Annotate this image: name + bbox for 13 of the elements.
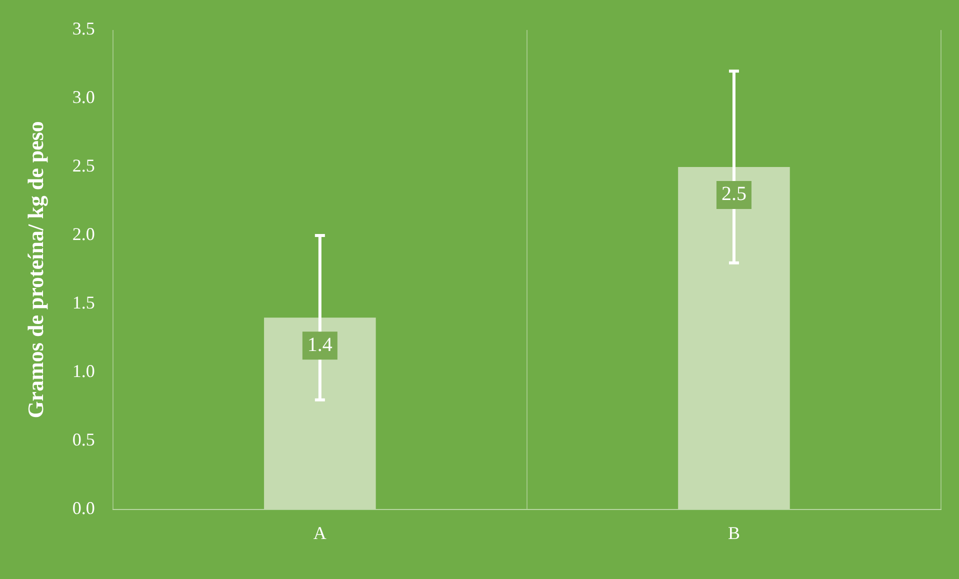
y-tick-label: 3.5 <box>72 18 95 39</box>
y-tick-label: 1.0 <box>72 361 95 382</box>
y-tick-label: 1.5 <box>72 292 95 313</box>
x-tick-label: B <box>728 522 740 543</box>
y-axis-title: Gramos de proteína/ kg de peso <box>22 121 48 418</box>
y-tick-label: 2.5 <box>72 156 95 176</box>
y-tick-label: 2.0 <box>72 224 95 244</box>
y-tick-label: 0.5 <box>72 430 95 450</box>
data-label: 2.5 <box>721 183 746 206</box>
x-tick-label: A <box>313 522 326 543</box>
y-tick-label: 3.0 <box>72 87 95 108</box>
y-tick-label: 0.0 <box>72 498 95 518</box>
data-label: 1.4 <box>307 334 332 356</box>
